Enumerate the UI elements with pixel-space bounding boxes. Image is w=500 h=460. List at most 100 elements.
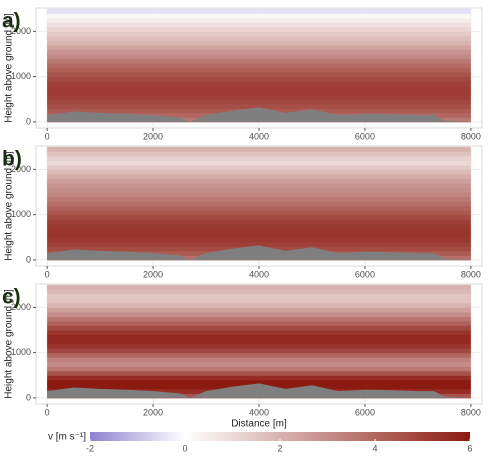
- y-tick-label: 1000: [11, 209, 31, 219]
- heatmap-cell: [47, 223, 471, 229]
- heatmap-cell: [47, 81, 471, 87]
- heatmap-cell: [47, 63, 471, 69]
- colorbar-tick-label: 4: [372, 443, 377, 453]
- heatmap-cell: [47, 196, 471, 202]
- x-axis-title: Distance [m]: [231, 419, 287, 430]
- x-tick-label: 0: [45, 407, 50, 417]
- heatmap-cell: [47, 302, 471, 308]
- heatmap-cell: [47, 58, 471, 64]
- heatmap-cell: [47, 40, 471, 46]
- heatmap-cell: [47, 352, 471, 358]
- heatmap-cell: [47, 361, 471, 367]
- heatmap-cell: [47, 298, 471, 304]
- heatmap-cell: [47, 151, 471, 157]
- heatmap-cell: [47, 343, 471, 349]
- heatmap-cell: [47, 330, 471, 336]
- heatmap-cell: [47, 334, 471, 340]
- heatmap-cell: [47, 94, 471, 100]
- heatmap-cell: [47, 44, 471, 50]
- heatmap-cell: [47, 90, 471, 96]
- heatmap-cell: [47, 76, 471, 82]
- heatmap-cell: [47, 72, 471, 78]
- y-tick-label: 0: [26, 254, 31, 264]
- heatmap-cell: [47, 375, 471, 381]
- x-tick-label: 8000: [461, 269, 481, 279]
- heatmap-cell: [47, 192, 471, 198]
- panel-label: a): [2, 10, 21, 33]
- heatmap-cell: [47, 173, 471, 179]
- x-tick-label: 6000: [355, 131, 375, 141]
- colorbar-tick-label: -2: [86, 443, 94, 453]
- y-axis-title: Height above ground [m]: [4, 289, 15, 399]
- heatmap-cell: [47, 164, 471, 170]
- heatmap-cell: [47, 366, 471, 372]
- heatmap-cell: [47, 284, 471, 290]
- heatmap-cell: [47, 325, 471, 331]
- heatmap-cell: [47, 99, 471, 105]
- heatmap-cell: [47, 8, 471, 14]
- heatmap-cell: [47, 237, 471, 243]
- y-tick-label: 1000: [11, 347, 31, 357]
- x-tick-label: 4000: [249, 269, 269, 279]
- y-tick-label: 1000: [11, 71, 31, 81]
- y-axis-title: Height above ground [m]: [4, 151, 15, 261]
- heatmap-cell: [47, 241, 471, 247]
- heatmap-cell: [47, 35, 471, 41]
- heatmap-cell: [47, 370, 471, 376]
- x-tick-label: 0: [45, 269, 50, 279]
- y-axis-title: Height above ground [m]: [4, 13, 15, 123]
- panel-label: c): [2, 286, 21, 309]
- heatmap-cell: [47, 348, 471, 354]
- y-tick-label: 2000: [11, 26, 31, 36]
- heatmap-cell: [47, 219, 471, 225]
- heatmap-cell: [47, 228, 471, 234]
- colorbar-title: v [m s⁻¹]: [48, 432, 86, 443]
- heatmap-cell: [47, 307, 471, 313]
- x-tick-label: 2000: [143, 407, 163, 417]
- y-tick-label: 0: [26, 392, 31, 402]
- heatmap-cell: [47, 13, 471, 19]
- x-tick-label: 6000: [355, 407, 375, 417]
- y-tick-label: 2000: [11, 302, 31, 312]
- heatmap-cell: [47, 146, 471, 152]
- heatmap-cell: [47, 320, 471, 326]
- heatmap-cell: [47, 339, 471, 345]
- terrain: [47, 245, 471, 260]
- x-tick-label: 6000: [355, 269, 375, 279]
- heatmap-cell: [47, 178, 471, 184]
- heatmap-cell: [47, 31, 471, 37]
- colorbar-tick-label: 6: [467, 443, 472, 453]
- heatmap-cell: [47, 26, 471, 32]
- heatmap-cell: [47, 22, 471, 28]
- terrain: [47, 107, 471, 122]
- heatmap-cell: [47, 49, 471, 55]
- x-tick-label: 4000: [249, 407, 269, 417]
- y-tick-label: 0: [26, 116, 31, 126]
- heatmap-cell: [47, 160, 471, 166]
- heatmap-cell: [47, 103, 471, 109]
- heatmap-cell: [47, 293, 471, 299]
- heatmap-cell: [47, 67, 471, 73]
- x-tick-label: 2000: [143, 269, 163, 279]
- x-tick-label: 8000: [461, 131, 481, 141]
- heatmap-cell: [47, 169, 471, 175]
- heatmap-cell: [47, 54, 471, 60]
- terrain: [47, 383, 471, 398]
- heatmap-cell: [47, 289, 471, 295]
- heatmap-cell: [47, 316, 471, 322]
- heatmap-cell: [47, 232, 471, 238]
- heatmap-cell: [47, 155, 471, 161]
- y-tick-label: 2000: [11, 164, 31, 174]
- panel-label: b): [2, 148, 22, 171]
- x-tick-label: 4000: [249, 131, 269, 141]
- heatmap-cell: [47, 214, 471, 220]
- heatmap-cell: [47, 17, 471, 23]
- heatmap-cell: [47, 357, 471, 363]
- heatmap-cell: [47, 379, 471, 385]
- heatmap-cell: [47, 201, 471, 207]
- colorbar-tick-label: 2: [277, 443, 282, 453]
- x-tick-label: 0: [45, 131, 50, 141]
- heatmap-cell: [47, 187, 471, 193]
